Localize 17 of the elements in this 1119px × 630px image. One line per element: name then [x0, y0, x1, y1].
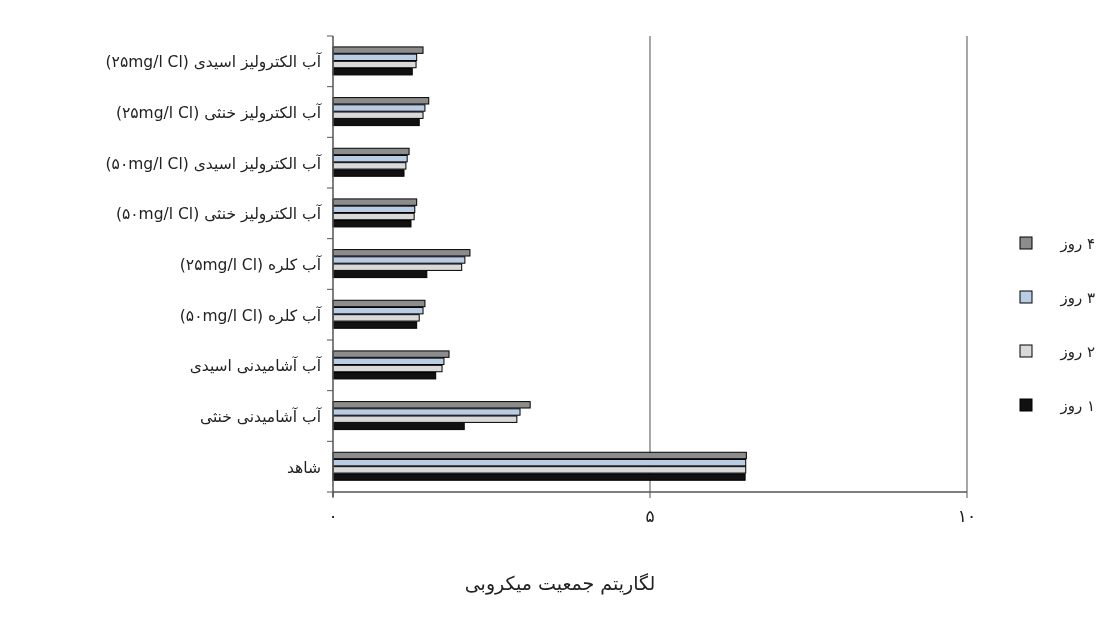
y-tick-label: شاهد: [286, 458, 321, 477]
legend-label: ۳ روز: [1059, 289, 1095, 307]
x-tick-label: ۵: [645, 506, 655, 526]
y-tick-label: آب کلره (۵۰mg/l Cl): [179, 305, 322, 325]
legend-label: ۱ روز: [1059, 397, 1095, 415]
y-tick-label: آب الکترولیز اسیدی (۵۰mg/l Cl): [105, 153, 322, 174]
y-tick-label: آب کلره (۲۵mg/l Cl): [179, 255, 322, 274]
y-tick-label: آب آشامیدنی خنثی: [200, 407, 322, 426]
x-tick-label: ۱۰: [957, 506, 977, 526]
y-tick-label: آب الکترولیز خنثی (۵۰mg/l Cl): [115, 204, 322, 225]
y-tick-label: آب الکترولیز خنثی (۲۵mg/l Cl): [115, 103, 322, 123]
legend-label: ۴ روز: [1059, 235, 1095, 253]
y-tick-label: آب الکترولیز اسیدی (۲۵mg/l Cl): [105, 52, 322, 73]
legend-label: ۲ روز: [1059, 343, 1095, 361]
x-axis-title: لگاریتم جمعیت میکروبی: [464, 572, 656, 595]
y-tick-label: آب آشامیدنی اسیدی: [189, 356, 322, 376]
x-tick-label: ۰: [328, 506, 338, 526]
